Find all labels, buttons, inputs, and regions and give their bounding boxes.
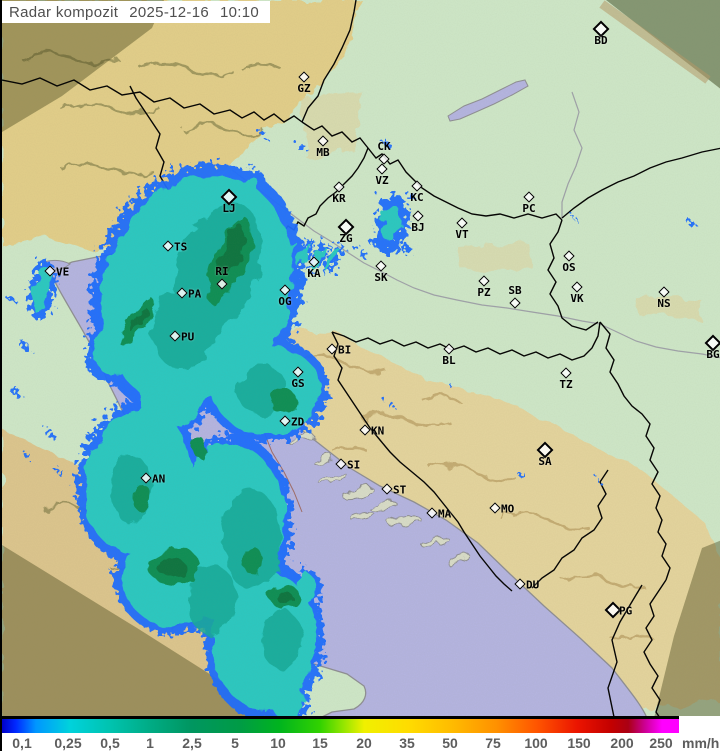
- city-label: KA: [307, 267, 321, 280]
- legend-tick-label: 0,25: [54, 735, 82, 751]
- city-label: PZ: [477, 286, 491, 299]
- city-label: MO: [501, 502, 515, 516]
- map-graphic: [2, 0, 720, 718]
- city-label: LJ: [222, 202, 236, 215]
- city-label: VE: [56, 265, 70, 279]
- city-label: BL: [442, 354, 456, 367]
- legend-tick-label: 250: [649, 735, 673, 751]
- city-label: ZD: [291, 415, 305, 429]
- city-label: BJ: [411, 221, 425, 234]
- city-label: AN: [152, 472, 166, 486]
- composite-date: 2025-12-16: [129, 3, 209, 21]
- city-label: RI: [215, 265, 229, 278]
- city-label: KC: [410, 191, 424, 204]
- city-label: TS: [174, 240, 188, 254]
- product-name: Radar kompozit: [9, 3, 119, 21]
- legend-tick-label: 20: [356, 735, 372, 751]
- city-label: BG: [706, 348, 720, 361]
- legend-unit-label: mm/h: [682, 735, 720, 751]
- map-grain-texture: [2, 0, 720, 718]
- legend-colorbar: [2, 716, 679, 733]
- city-label: TZ: [559, 378, 573, 391]
- city-label: GS: [291, 377, 305, 390]
- city-label: ZG: [339, 232, 353, 245]
- city-label: SA: [538, 455, 552, 468]
- city-label: VZ: [375, 174, 389, 187]
- city-label: KR: [332, 192, 346, 205]
- legend-tick-label: 200: [610, 735, 634, 751]
- legend-tick-label: 150: [567, 735, 591, 751]
- legend-tick-label: 0,5: [100, 735, 120, 751]
- city-label: DU: [526, 578, 540, 592]
- legend-tick-label: 2,5: [182, 735, 202, 751]
- city-label: KN: [371, 424, 385, 438]
- city-label: VK: [570, 292, 584, 305]
- city-label: OS: [562, 261, 576, 274]
- legend-tick-label: 75: [485, 735, 501, 751]
- city-label: CK: [377, 140, 391, 153]
- city-label: MA: [438, 507, 452, 521]
- city-label: SK: [374, 271, 388, 284]
- legend-tick-label: 0,1: [12, 735, 32, 751]
- city-label: NS: [657, 297, 671, 310]
- city-label: PU: [181, 330, 195, 344]
- city-label: ST: [393, 483, 407, 497]
- city-label: SB: [508, 284, 522, 297]
- city-label: BD: [594, 34, 608, 47]
- title-bar: Radar kompozit 2025-12-16 10:10: [2, 1, 270, 23]
- legend: 0,1 0,25 0,5 1 2,5 5 10 15 20 35 50 75 100 150 200 250 m…: [2, 716, 720, 751]
- legend-tick-label: 10: [270, 735, 286, 751]
- city-label: MB: [316, 146, 330, 159]
- city-label: PA: [188, 287, 202, 301]
- city-label: BI: [338, 343, 352, 357]
- composite-time: 10:10: [219, 3, 260, 21]
- legend-tick-label: 15: [312, 735, 328, 751]
- city-label: GZ: [297, 82, 311, 95]
- city-label: PG: [619, 604, 633, 618]
- legend-tick-label: 35: [399, 735, 415, 751]
- legend-tick-label: 1: [146, 735, 154, 751]
- city-label: SI: [347, 458, 361, 472]
- city-label: OG: [278, 295, 292, 308]
- radar-map: VE TS PA PU AN LJ GZ MB CK VZ KR KC ZG BJ VT PC BD OS PZ SB…: [2, 0, 720, 718]
- legend-tick-label: 100: [524, 735, 548, 751]
- city-label: VT: [455, 228, 469, 241]
- legend-tick-label: 50: [442, 735, 458, 751]
- city-label: PC: [522, 202, 536, 215]
- legend-tick-label: 5: [231, 735, 239, 751]
